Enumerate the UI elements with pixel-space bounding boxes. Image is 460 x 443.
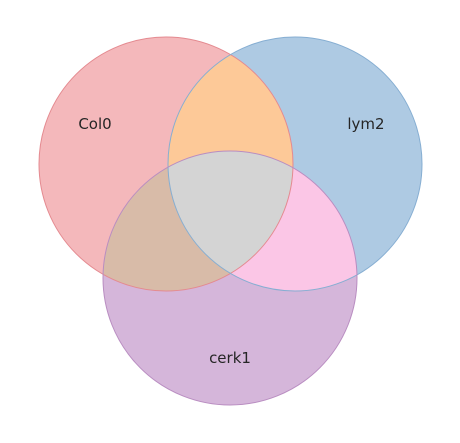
label-cerk1: cerk1 <box>209 349 251 367</box>
label-col0: Col0 <box>78 115 111 133</box>
label-lym2: lym2 <box>347 115 384 133</box>
set-cerk1-outline <box>102 150 358 406</box>
set-lym2-outline <box>167 36 423 292</box>
set-col0-outline <box>38 36 294 292</box>
